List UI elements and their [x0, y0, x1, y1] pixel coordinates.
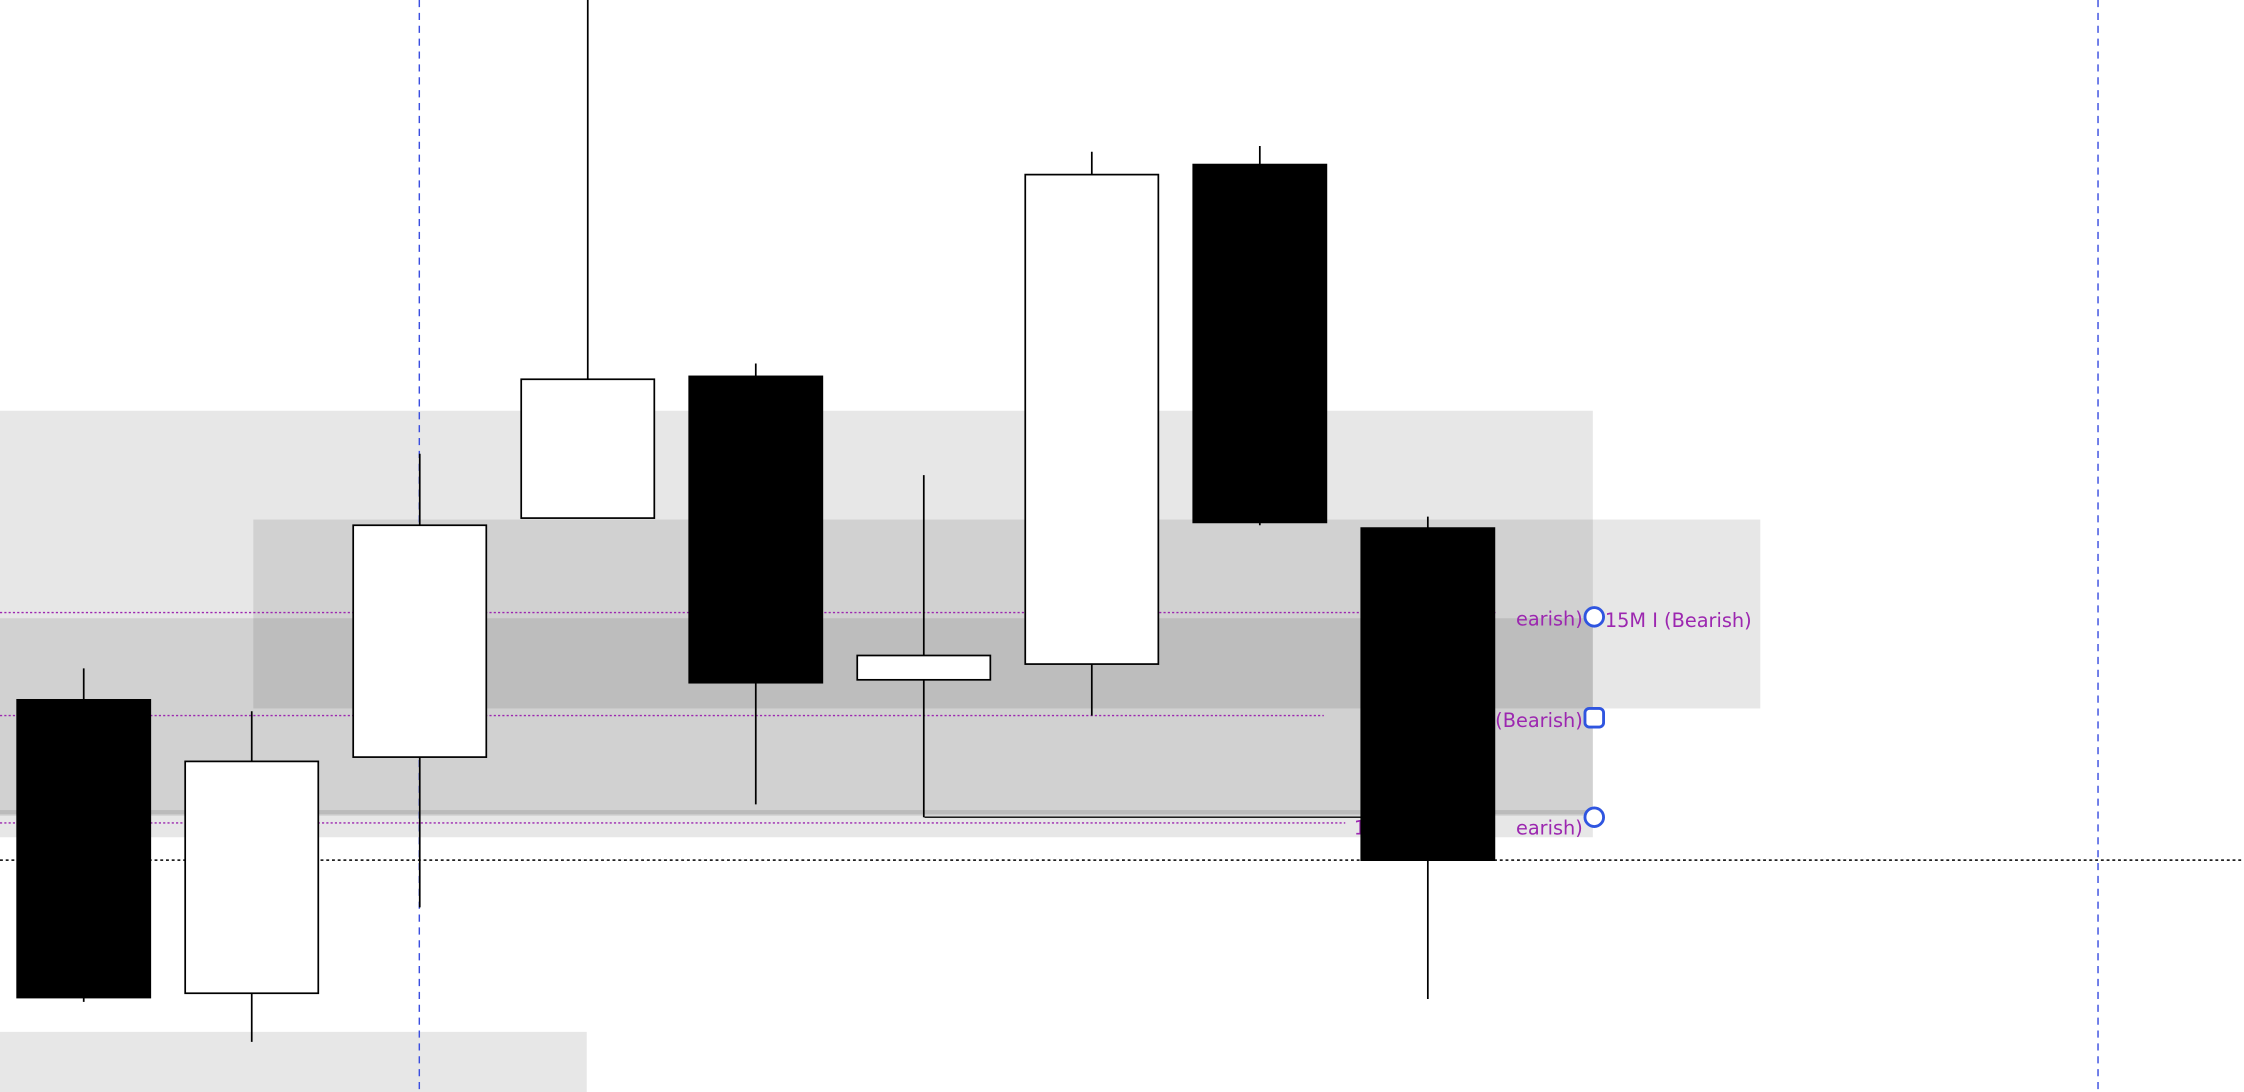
- zone-bottom: [0, 1031, 587, 1092]
- candle-body-bullish: [184, 760, 320, 995]
- candle-body-bearish: [1192, 163, 1328, 524]
- level-label: earish): [1516, 816, 1583, 839]
- circle-icon[interactable]: [1583, 806, 1606, 828]
- candle: [352, 453, 488, 908]
- candle: [688, 363, 824, 805]
- candle-body-bearish: [1360, 527, 1496, 862]
- circle-icon[interactable]: [1583, 606, 1606, 628]
- candle: [520, 0, 656, 519]
- candle-body-bullish: [1024, 173, 1160, 665]
- candle-body-bullish: [520, 378, 656, 519]
- level-label: 15M I (Bearish): [1605, 609, 1752, 632]
- candle: [1192, 145, 1328, 526]
- level-label: earish): [1516, 607, 1583, 630]
- candle-body-bearish: [16, 698, 152, 999]
- candle: [184, 711, 320, 1042]
- zone-edge: [0, 810, 1593, 815]
- candle-body-bearish: [688, 375, 824, 684]
- candle: [1024, 151, 1160, 716]
- candle: [856, 475, 992, 818]
- candle-body-bullish: [352, 524, 488, 758]
- candle: [1360, 516, 1496, 999]
- zone-middle: [253, 519, 1761, 709]
- square-icon[interactable]: [1583, 707, 1606, 729]
- candle: [16, 668, 152, 1002]
- candle-body-bullish: [856, 654, 992, 681]
